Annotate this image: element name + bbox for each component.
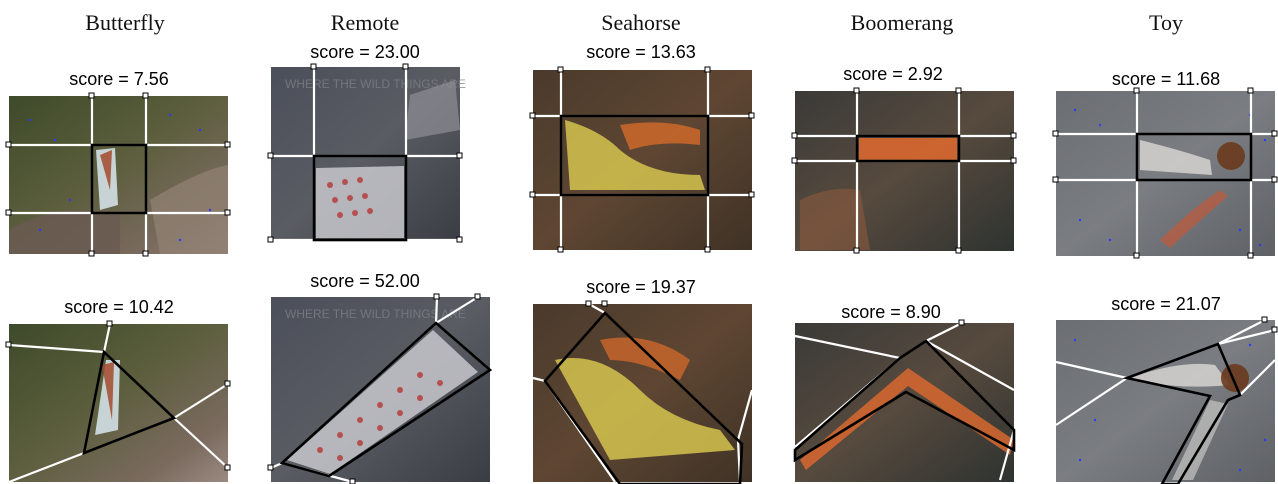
- panel-remote-grid: WHERE THE WILD THINGS ARE: [267, 63, 466, 243]
- score-label: score = 8.90: [841, 302, 941, 322]
- score-label: score = 52.00: [310, 271, 420, 291]
- score-label: score = 13.63: [586, 42, 696, 62]
- grid-nodes: [585, 300, 608, 307]
- blue-points: [28, 113, 212, 242]
- column-title-boomerang: Boomerang: [851, 10, 954, 35]
- bounding-box: [559, 114, 710, 197]
- score-label: score = 19.37: [586, 277, 696, 297]
- bounding-box: [1122, 342, 1242, 484]
- score-label: score = 10.42: [64, 297, 174, 317]
- score-label: score = 21.07: [1111, 294, 1221, 314]
- grid-nodes: [791, 87, 1017, 254]
- score-label: score = 2.92: [843, 64, 943, 84]
- panel-toy-grid: [1052, 87, 1278, 259]
- score-label: score = 7.56: [69, 69, 169, 89]
- grid-nodes: [529, 66, 755, 253]
- panel-seahorse-grid: [529, 66, 755, 253]
- blue-points: [1073, 108, 1267, 247]
- panel-seahorse-polygon: [532, 300, 754, 484]
- bounding-box: [543, 311, 744, 484]
- bounding-box: [793, 339, 1016, 463]
- column-title-toy: Toy: [1149, 10, 1183, 35]
- bounding-box: [312, 154, 408, 242]
- grid-nodes: [958, 319, 965, 326]
- svg-text:WHERE THE WILD THINGS ARE: WHERE THE WILD THINGS ARE: [285, 77, 466, 91]
- panel-butterfly-grid: [5, 92, 231, 257]
- svg-text:WHERE THE WILD THINGS ARE: WHERE THE WILD THINGS ARE: [285, 307, 466, 321]
- bounding-box: [1135, 132, 1253, 182]
- score-label: score = 11.68: [1112, 69, 1220, 89]
- column-title-butterfly: Butterfly: [85, 10, 164, 35]
- panel-boomerang-grid: [791, 87, 1017, 254]
- score-label: score = 23.00: [310, 42, 420, 62]
- grid-nodes: [1052, 87, 1278, 259]
- grid-nodes: [267, 293, 481, 484]
- bounding-box: [279, 321, 493, 478]
- panel-butterfly-polygon: [5, 320, 231, 484]
- column-title-seahorse: Seahorse: [601, 10, 680, 35]
- panel-boomerang-polygon: [793, 319, 1016, 482]
- bounding-box: [90, 143, 148, 215]
- grid-nodes: [5, 92, 231, 257]
- column-title-remote: Remote: [331, 10, 399, 35]
- bounding-box: [82, 349, 177, 456]
- panel-toy-polygon: [1055, 316, 1278, 484]
- grid-nodes: [5, 320, 231, 471]
- bounding-box: [855, 134, 961, 163]
- panel-remote-polygon: WHERE THE WILD THINGS ARE: [267, 293, 493, 484]
- grid-nodes: [1261, 316, 1278, 333]
- blue-points: [1073, 338, 1267, 472]
- grid-nodes: [267, 63, 463, 243]
